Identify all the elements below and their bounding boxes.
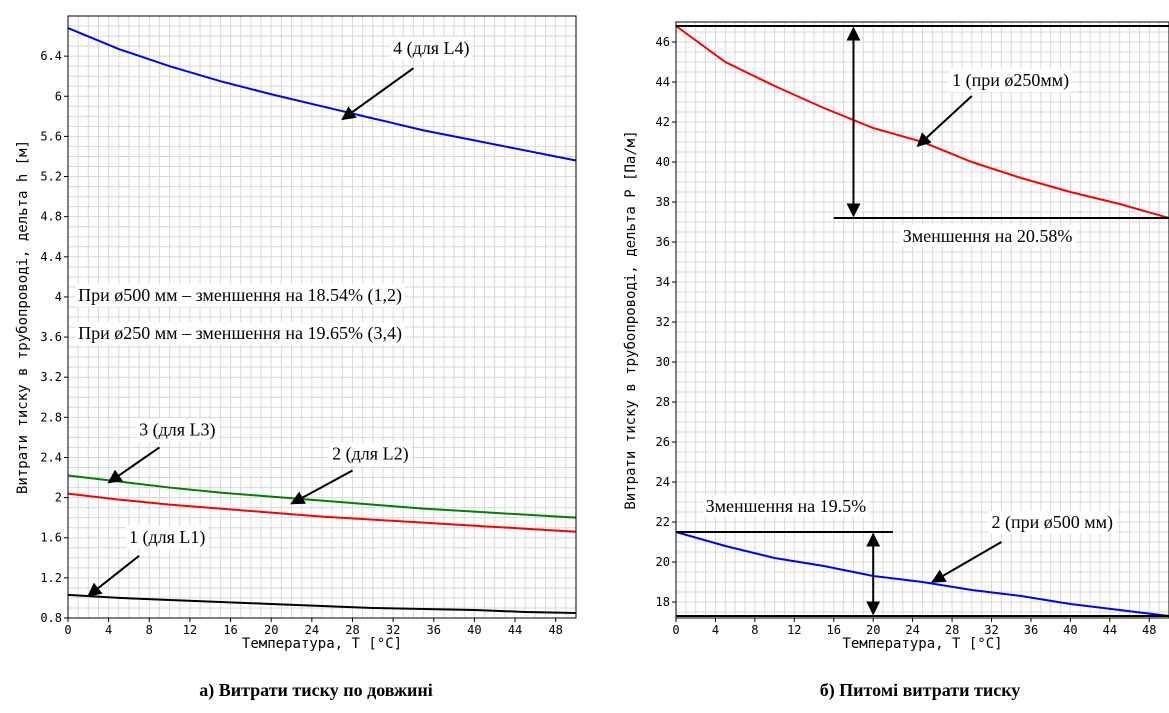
x-tick-label: 24	[305, 623, 319, 637]
y-tick-label: 30	[656, 355, 670, 369]
x-tick-label: 40	[1063, 623, 1077, 637]
series-line	[675, 531, 1169, 617]
x-tick-label: 24	[905, 623, 919, 637]
y-tick-label: 4	[55, 290, 62, 304]
y-axis-label-a: Витрати тиску в трубопроводі, дельта h […	[15, 140, 31, 494]
x-tick-label: 36	[427, 623, 441, 637]
annotation-backdrop	[75, 322, 405, 346]
y-tick-label: 42	[656, 115, 670, 129]
pointer-arrow	[341, 67, 415, 121]
pointer-arrow	[87, 555, 140, 597]
x-tick-label: 8	[146, 623, 153, 637]
y-tick-label: 3.2	[40, 370, 62, 384]
x-tick-label: 16	[223, 623, 237, 637]
y-tick-label: 44	[656, 75, 670, 89]
x-tick-label: 4	[105, 623, 112, 637]
y-tick-label: 46	[656, 35, 670, 49]
x-tick-label: 12	[183, 623, 197, 637]
x-tick-label: 12	[787, 623, 801, 637]
series-line	[67, 474, 577, 519]
pointer-arrow	[107, 446, 161, 484]
series-line	[67, 593, 577, 614]
y-tick-label: 6	[55, 89, 62, 103]
chart-panel-b: 1 (при ø250мм) Зменшення на 20.58% Зменшен…	[623, 21, 1169, 701]
y-tick-label: 22	[656, 515, 670, 529]
annotation-backdrop	[988, 511, 1117, 534]
annotation-backdrop	[949, 69, 1073, 92]
y-tick-label: 2	[55, 491, 62, 505]
y-tick-label: 28	[656, 395, 670, 409]
pointer-arrow	[916, 95, 973, 147]
y-tick-label: 32	[656, 315, 670, 329]
y-tick-label: 4.4	[40, 250, 62, 264]
annotation-label: 2 (для L2)	[332, 443, 408, 464]
x-tick-label: 36	[1024, 623, 1038, 637]
x-tick-label: 28	[945, 623, 959, 637]
y-tick-label: 26	[656, 435, 670, 449]
chart-panel-a: 4 (для L4) 3 (для L3) 2 (для L2) 1 (для L1)…	[15, 15, 577, 701]
x-tick-label: 44	[1103, 623, 1117, 637]
annotation-label: Зменшення на 19.5%	[706, 496, 867, 516]
annotation-label: При ø500 мм – зменшення на 18.54% (1,2)	[78, 285, 402, 306]
pointer-arrow	[290, 469, 353, 505]
y-tick-label: 36	[656, 235, 670, 249]
x-tick-label: 40	[467, 623, 481, 637]
y-tick-label: 18	[656, 595, 670, 609]
y-tick-label: 0.8	[40, 611, 62, 625]
annotation-label: 1 (для L1)	[129, 527, 205, 548]
caption-a: а) Витрати тиску по довжині	[199, 680, 433, 701]
annotation-backdrop	[136, 418, 219, 442]
y-tick-label: 6.4	[40, 49, 62, 63]
annotation-label: 3 (для L3)	[139, 419, 215, 440]
x-tick-label: 48	[1142, 623, 1156, 637]
y-tick-label: 5.6	[40, 129, 62, 143]
x-tick-label: 8	[751, 623, 758, 637]
x-tick-label: 28	[345, 623, 359, 637]
annotation-backdrop	[329, 442, 412, 466]
x-tick-label: 16	[827, 623, 841, 637]
y-tick-label: 24	[656, 475, 670, 489]
x-tick-label: 32	[984, 623, 998, 637]
annotation-backdrop	[390, 37, 473, 61]
x-tick-label: 20	[866, 623, 880, 637]
y-tick-label: 1.6	[40, 531, 62, 545]
annotation-label: При ø250 мм – зменшення на 19.65% (3,4)	[78, 323, 402, 344]
x-tick-label: 44	[508, 623, 522, 637]
annotation-backdrop	[75, 283, 405, 307]
x-tick-label: 32	[386, 623, 400, 637]
annotation-backdrop	[125, 525, 209, 549]
x-tick-label: 4	[712, 623, 719, 637]
x-axis-label-b: Температура, T [°C]	[842, 636, 1002, 652]
annotation-label: 4 (для L4)	[393, 38, 469, 59]
y-tick-label: 2.8	[40, 410, 62, 424]
annotation-backdrop	[899, 225, 1076, 247]
x-tick-label: 0	[672, 623, 679, 637]
series-line	[67, 27, 577, 162]
x-axis-label-a: Температура, T [°C]	[242, 636, 402, 652]
y-tick-label: 34	[656, 275, 670, 289]
y-tick-label: 3.6	[40, 330, 62, 344]
y-tick-label: 40	[656, 155, 670, 169]
y-tick-label: 2.4	[40, 450, 62, 464]
annotation-label: 1 (при ø250мм)	[952, 70, 1069, 91]
y-tick-label: 20	[656, 555, 670, 569]
series-line	[67, 492, 577, 533]
x-tick-label: 20	[264, 623, 278, 637]
annotation-backdrop	[702, 495, 870, 517]
x-tick-label: 0	[64, 623, 71, 637]
y-tick-label: 38	[656, 195, 670, 209]
annotation-label: 2 (при ø500 мм)	[992, 512, 1114, 533]
caption-b: б) Питомі витрати тиску	[820, 680, 1021, 701]
pointer-arrow	[931, 541, 1002, 583]
y-tick-label: 4.8	[40, 210, 62, 224]
annotation-label: Зменшення на 20.58%	[903, 226, 1073, 246]
y-axis-label-b: Витрати тиску в трубопроводі, дельта P […	[623, 130, 639, 509]
x-tick-label: 48	[548, 623, 562, 637]
y-tick-label: 1.2	[40, 571, 62, 585]
y-tick-label: 5.2	[40, 170, 62, 184]
